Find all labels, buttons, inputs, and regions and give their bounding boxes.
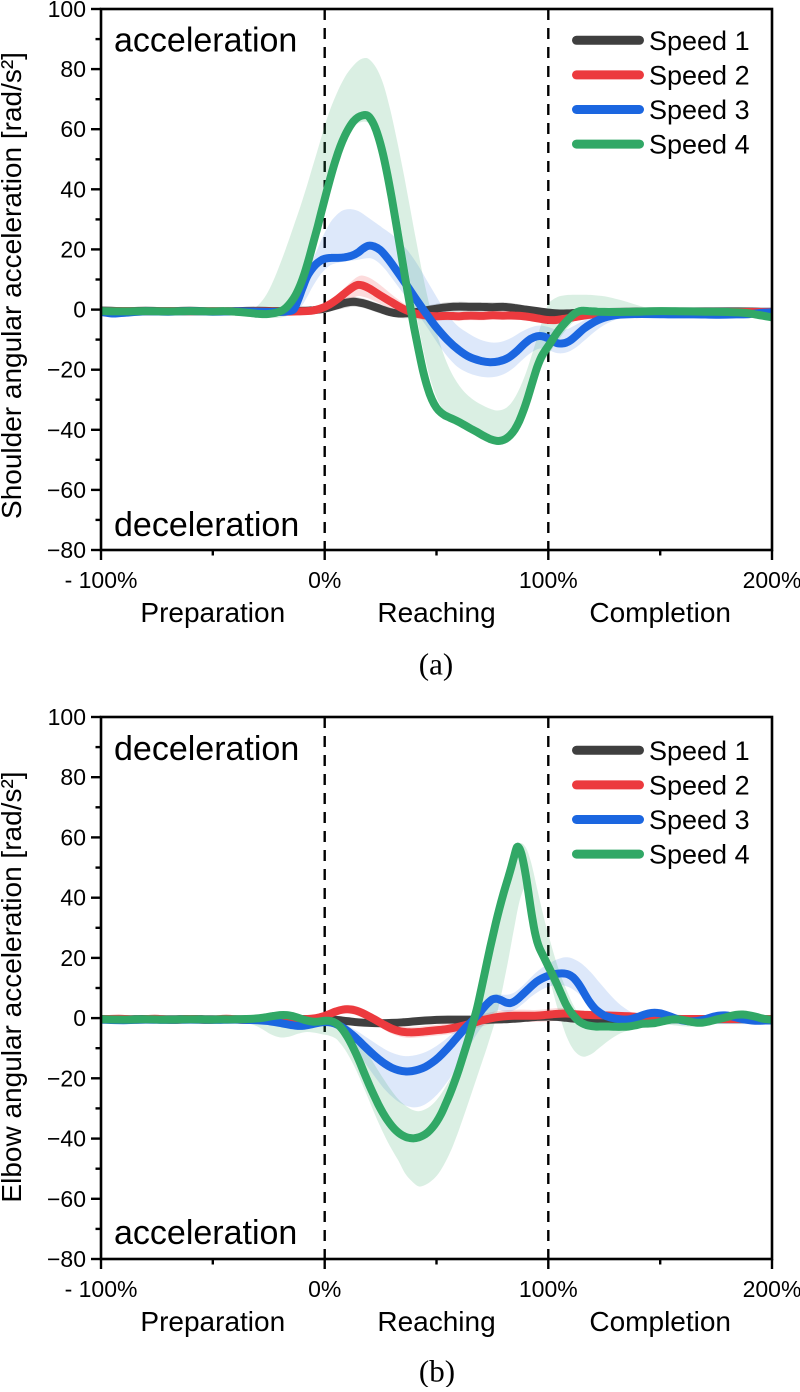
svg-text:Reaching: Reaching xyxy=(377,1306,495,1337)
svg-text:Speed 1: Speed 1 xyxy=(649,736,750,766)
svg-text:- 100%: - 100% xyxy=(65,567,138,593)
svg-text:20: 20 xyxy=(60,236,86,262)
svg-text:(a): (a) xyxy=(419,647,453,682)
svg-text:Completion: Completion xyxy=(589,597,731,628)
svg-text:0: 0 xyxy=(73,1005,86,1031)
svg-text:200%: 200% xyxy=(743,1276,800,1302)
svg-text:0%: 0% xyxy=(308,567,341,593)
svg-text:−20: −20 xyxy=(47,1065,86,1091)
svg-text:deceleration: deceleration xyxy=(114,506,299,544)
svg-text:Speed 1: Speed 1 xyxy=(649,26,750,56)
svg-text:−80: −80 xyxy=(47,537,86,563)
svg-text:Shoulder angular acceleration: Shoulder angular acceleration [rad/s²] xyxy=(0,52,27,519)
svg-text:Speed 2: Speed 2 xyxy=(649,770,750,800)
svg-text:−60: −60 xyxy=(47,477,86,503)
svg-text:acceleration: acceleration xyxy=(114,22,297,60)
svg-text:Elbow angular acceleration [ra: Elbow angular acceleration [rad/s²] xyxy=(0,771,27,1202)
svg-text:Speed 2: Speed 2 xyxy=(649,60,750,90)
svg-text:100%: 100% xyxy=(519,567,578,593)
svg-text:Completion: Completion xyxy=(589,1306,731,1337)
svg-text:100%: 100% xyxy=(519,1276,578,1302)
svg-text:Preparation: Preparation xyxy=(140,597,285,628)
svg-text:−80: −80 xyxy=(47,1246,86,1272)
svg-text:Preparation: Preparation xyxy=(140,1306,285,1337)
svg-text:deceleration: deceleration xyxy=(114,730,299,768)
svg-text:Speed 3: Speed 3 xyxy=(649,95,750,125)
svg-text:20: 20 xyxy=(60,945,86,971)
svg-text:0: 0 xyxy=(73,297,86,323)
svg-text:0%: 0% xyxy=(308,1276,341,1302)
svg-text:−40: −40 xyxy=(47,1126,86,1152)
svg-text:80: 80 xyxy=(60,764,86,790)
svg-text:80: 80 xyxy=(60,56,86,82)
svg-text:100: 100 xyxy=(48,704,86,730)
svg-text:−60: −60 xyxy=(47,1186,86,1212)
svg-text:acceleration: acceleration xyxy=(114,1214,297,1252)
svg-text:40: 40 xyxy=(60,176,86,202)
svg-text:60: 60 xyxy=(60,824,86,850)
svg-text:200%: 200% xyxy=(743,567,800,593)
svg-text:Reaching: Reaching xyxy=(377,597,495,628)
svg-text:60: 60 xyxy=(60,116,86,142)
svg-text:- 100%: - 100% xyxy=(65,1276,138,1302)
svg-text:40: 40 xyxy=(60,885,86,911)
svg-text:Speed 4: Speed 4 xyxy=(649,840,750,870)
svg-text:−20: −20 xyxy=(47,357,86,383)
svg-text:−40: −40 xyxy=(47,417,86,443)
svg-text:(b): (b) xyxy=(419,1354,455,1388)
svg-text:Speed 4: Speed 4 xyxy=(649,130,750,160)
svg-text:Speed 3: Speed 3 xyxy=(649,805,750,835)
svg-text:100: 100 xyxy=(48,0,86,22)
